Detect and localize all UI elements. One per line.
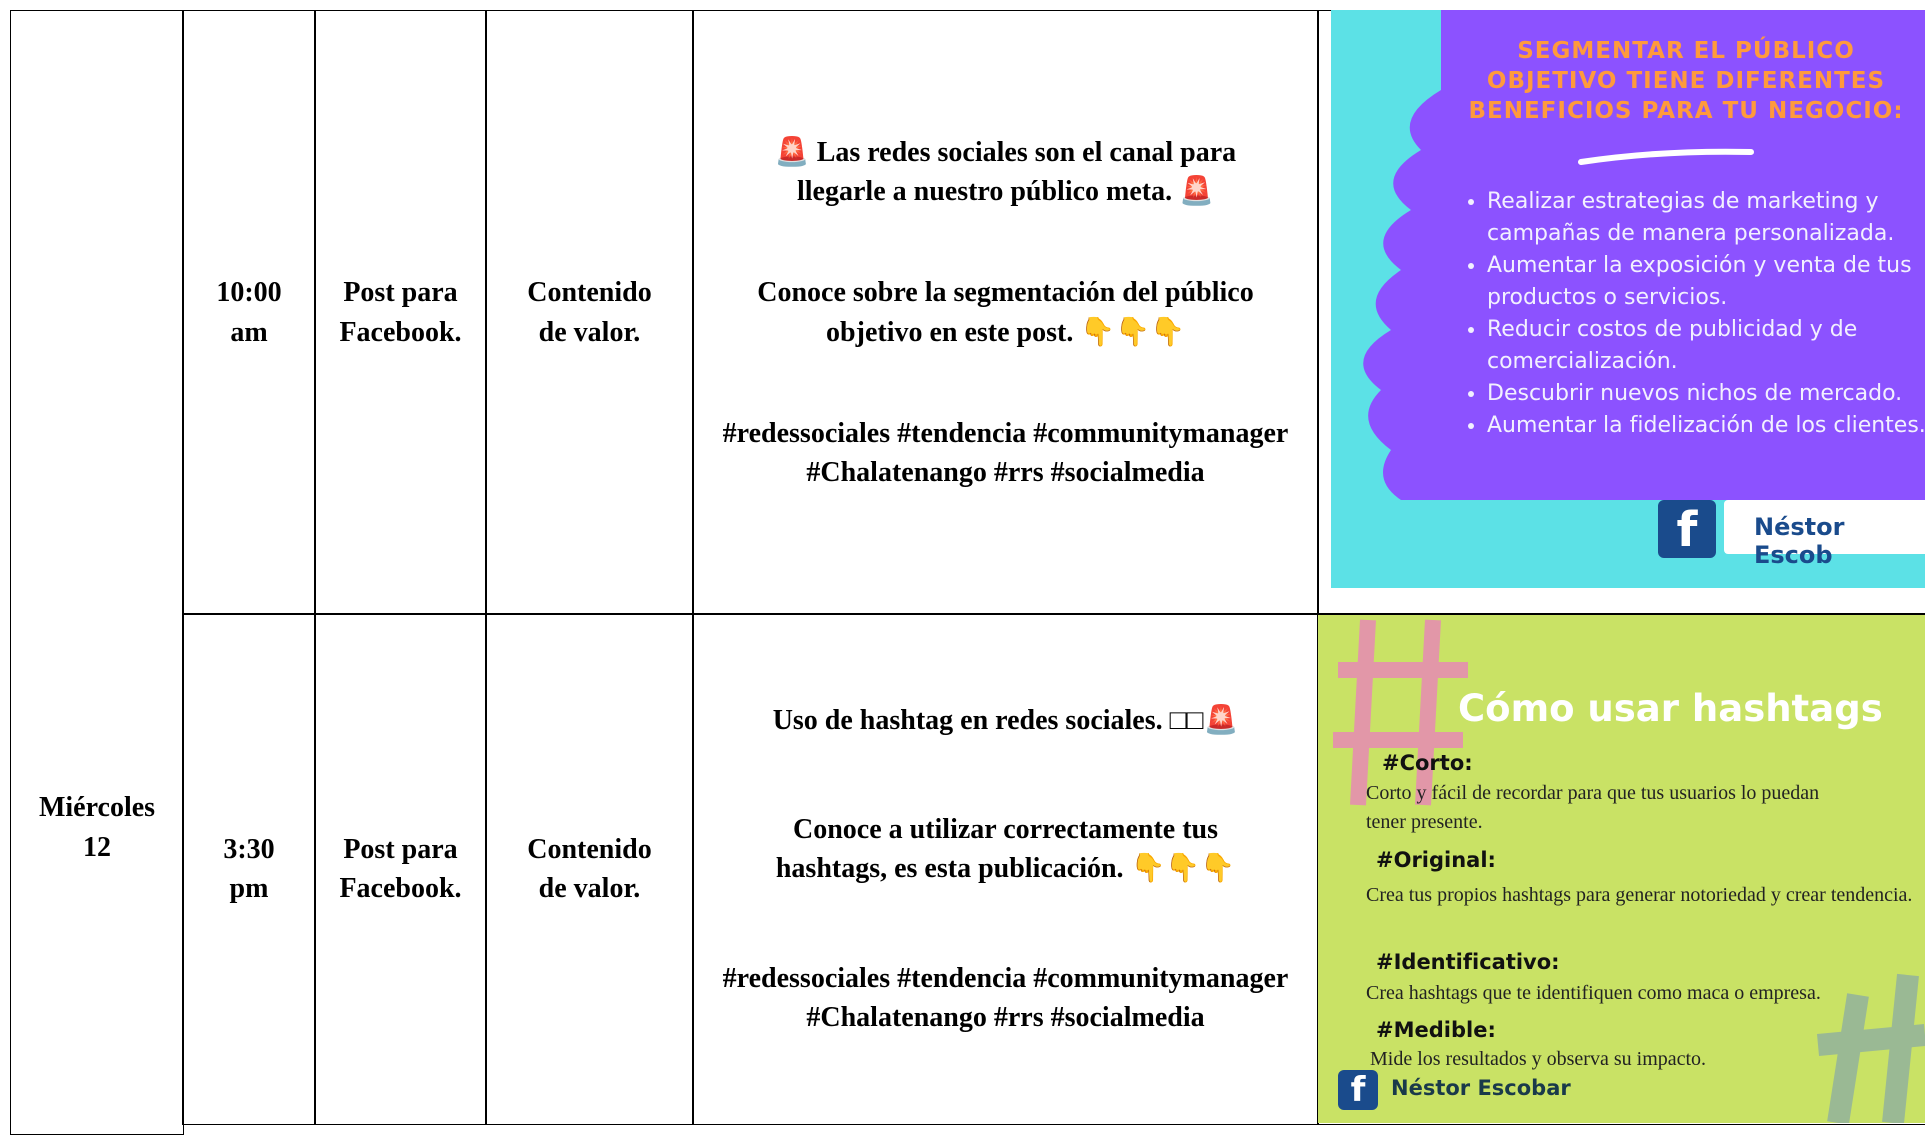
post-image-2: Cómo usar hashtags #Corto: Corto y fácil … <box>1318 615 1925 1123</box>
post-image-1: SEGMENTAR EL PÚBLICO OBJETIVO TIENE DIFE… <box>1331 10 1925 588</box>
copy-cell: Uso de hashtag en redes sociales. □□🚨 Co… <box>692 613 1319 1125</box>
time-cell: 3:30 pm <box>182 613 316 1125</box>
copy-text: #redessociales #tendencia #communitymana… <box>722 962 1289 1033</box>
category: Contenido de valor. <box>527 277 652 348</box>
copy-text: #redessociales #tendencia #communitymana… <box>722 417 1289 488</box>
tip-text: Corto y fácil de recordar para que tus u… <box>1366 782 1820 833</box>
tip-title: #Medible: <box>1376 1018 1496 1042</box>
benefit: Aumentar la fidelización de los clientes… <box>1487 410 1925 442</box>
day-cell: Miércoles 12 <box>10 10 184 1135</box>
tip-text: Crea tus propios hashtags para generar n… <box>1366 884 1913 906</box>
benefit: Descubrir nuevos nichos de mercado. <box>1487 378 1925 410</box>
hash-decor <box>1333 619 1925 1123</box>
copy-cell: 🚨 Las redes sociales son el canal para l… <box>692 10 1319 615</box>
brand-name: Néstor Escob <box>1754 513 1845 569</box>
post-type: Post para Facebook. <box>339 277 462 348</box>
tip-text: Crea hashtags que te identifiquen como m… <box>1366 982 1821 1004</box>
benefit: Aumentar la exposición y venta de tus pr… <box>1487 250 1925 314</box>
benefit-list: Realizar estrategias de marketing y camp… <box>1461 186 1925 442</box>
copy-text: 🚨 Las redes sociales son el canal para l… <box>774 136 1237 208</box>
copy-text: Conoce sobre la segmentación del público… <box>757 277 1254 348</box>
copy-text: Conoce a utilizar correctamente tus hash… <box>775 814 1236 885</box>
tip-title: #Original: <box>1376 848 1496 872</box>
time: 3:30 pm <box>223 833 275 904</box>
category-cell: Contenido de valor. <box>485 613 694 1125</box>
tip-text: Mide los resultados y observa su impacto… <box>1370 1048 1707 1070</box>
brand-name: Néstor Escobar <box>1391 1076 1571 1100</box>
brush-shape <box>1363 10 1925 500</box>
category: Contenido de valor. <box>527 833 652 904</box>
tip-title: #Identificativo: <box>1376 950 1560 974</box>
heading: SEGMENTAR EL PÚBLICO OBJETIVO TIENE DIFE… <box>1468 38 1904 124</box>
day: Miércoles 12 <box>38 792 156 863</box>
benefit: Reducir costos de publicidad y de comerc… <box>1487 314 1925 378</box>
type-cell: Post para Facebook. <box>314 10 487 615</box>
time-cell: 10:00 am <box>182 10 316 615</box>
post-type: Post para Facebook. <box>339 833 462 904</box>
benefit: Realizar estrategias de marketing y camp… <box>1487 186 1925 250</box>
brand-box <box>1724 500 1925 554</box>
type-cell: Post para Facebook. <box>314 613 487 1125</box>
tip-title: #Corto: <box>1382 751 1473 775</box>
copy-text: Uso de hashtag en redes sociales. □□🚨 <box>772 705 1239 737</box>
time: 10:00 am <box>216 277 282 348</box>
facebook-icon: f <box>1658 500 1716 558</box>
category-cell: Contenido de valor. <box>485 10 694 615</box>
facebook-icon: f <box>1338 1070 1378 1110</box>
heading: Cómo usar hashtags <box>1458 687 1883 730</box>
